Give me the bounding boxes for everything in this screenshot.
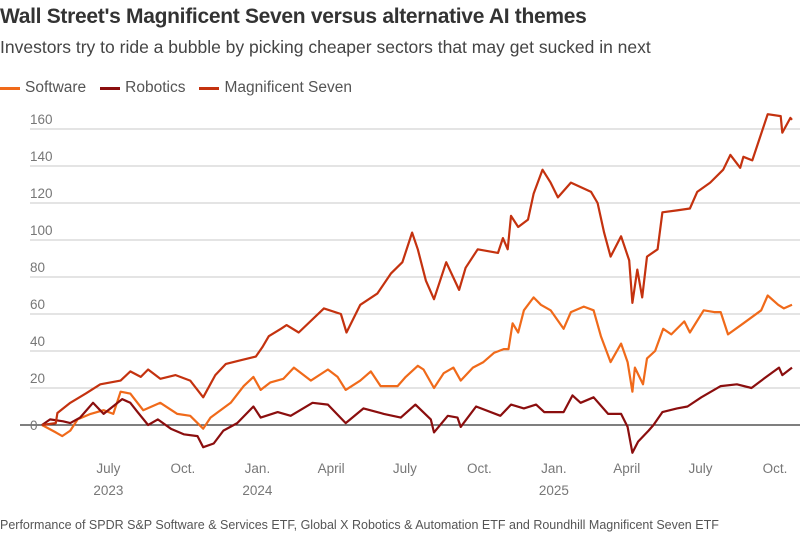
series-line-software <box>41 294 793 438</box>
legend-item-magnificent-seven: Magnificent Seven <box>199 79 352 97</box>
legend-item-software: Software <box>0 79 86 97</box>
y-tick-label: 120 <box>30 186 53 201</box>
chart-footnote: Performance of SPDR S&P Software & Servi… <box>0 518 719 532</box>
chart-title: Wall Street's Magnificent Seven versus a… <box>0 5 587 28</box>
x-tick-year-label: 2025 <box>539 483 569 498</box>
x-tick-label: Oct. <box>467 461 492 476</box>
x-tick-label: Jan. <box>245 461 271 476</box>
x-tick-label: July <box>393 461 417 476</box>
x-tick-label: July <box>688 461 712 476</box>
legend-swatch-software <box>0 86 20 90</box>
legend-swatch-robotics <box>100 86 121 90</box>
y-tick-label: 160 <box>30 112 53 127</box>
x-tick-label: April <box>318 461 345 476</box>
y-tick-label: 60 <box>30 297 45 312</box>
x-tick-year-label: 2023 <box>93 483 123 498</box>
y-tick-label: 80 <box>30 260 45 275</box>
legend-swatch-magnificent-seven <box>199 86 220 90</box>
series-line-magnificent-seven <box>41 113 793 427</box>
x-tick-label: Oct. <box>171 461 196 476</box>
x-tick-label: July <box>96 461 120 476</box>
chart-subtitle: Investors try to ride a bubble by pickin… <box>0 37 651 57</box>
x-tick-label: Jan. <box>541 461 567 476</box>
x-tick-year-label: 2024 <box>242 483 273 498</box>
legend: Software Robotics Magnificent Seven <box>0 79 352 97</box>
y-tick-label: 40 <box>30 334 45 349</box>
legend-item-robotics: Robotics <box>100 79 185 97</box>
legend-label-magnificent-seven: Magnificent Seven <box>224 79 353 96</box>
legend-label-robotics: Robotics <box>125 79 186 96</box>
y-tick-label: 0 <box>30 418 38 433</box>
legend-label-software: Software <box>25 79 87 96</box>
x-tick-label: April <box>613 461 640 476</box>
series-line-robotics <box>41 366 793 454</box>
y-tick-label: 20 <box>30 371 45 386</box>
x-tick-label: Oct. <box>763 461 788 476</box>
y-tick-label: 140 <box>30 149 53 164</box>
y-tick-label: 100 <box>30 223 53 238</box>
